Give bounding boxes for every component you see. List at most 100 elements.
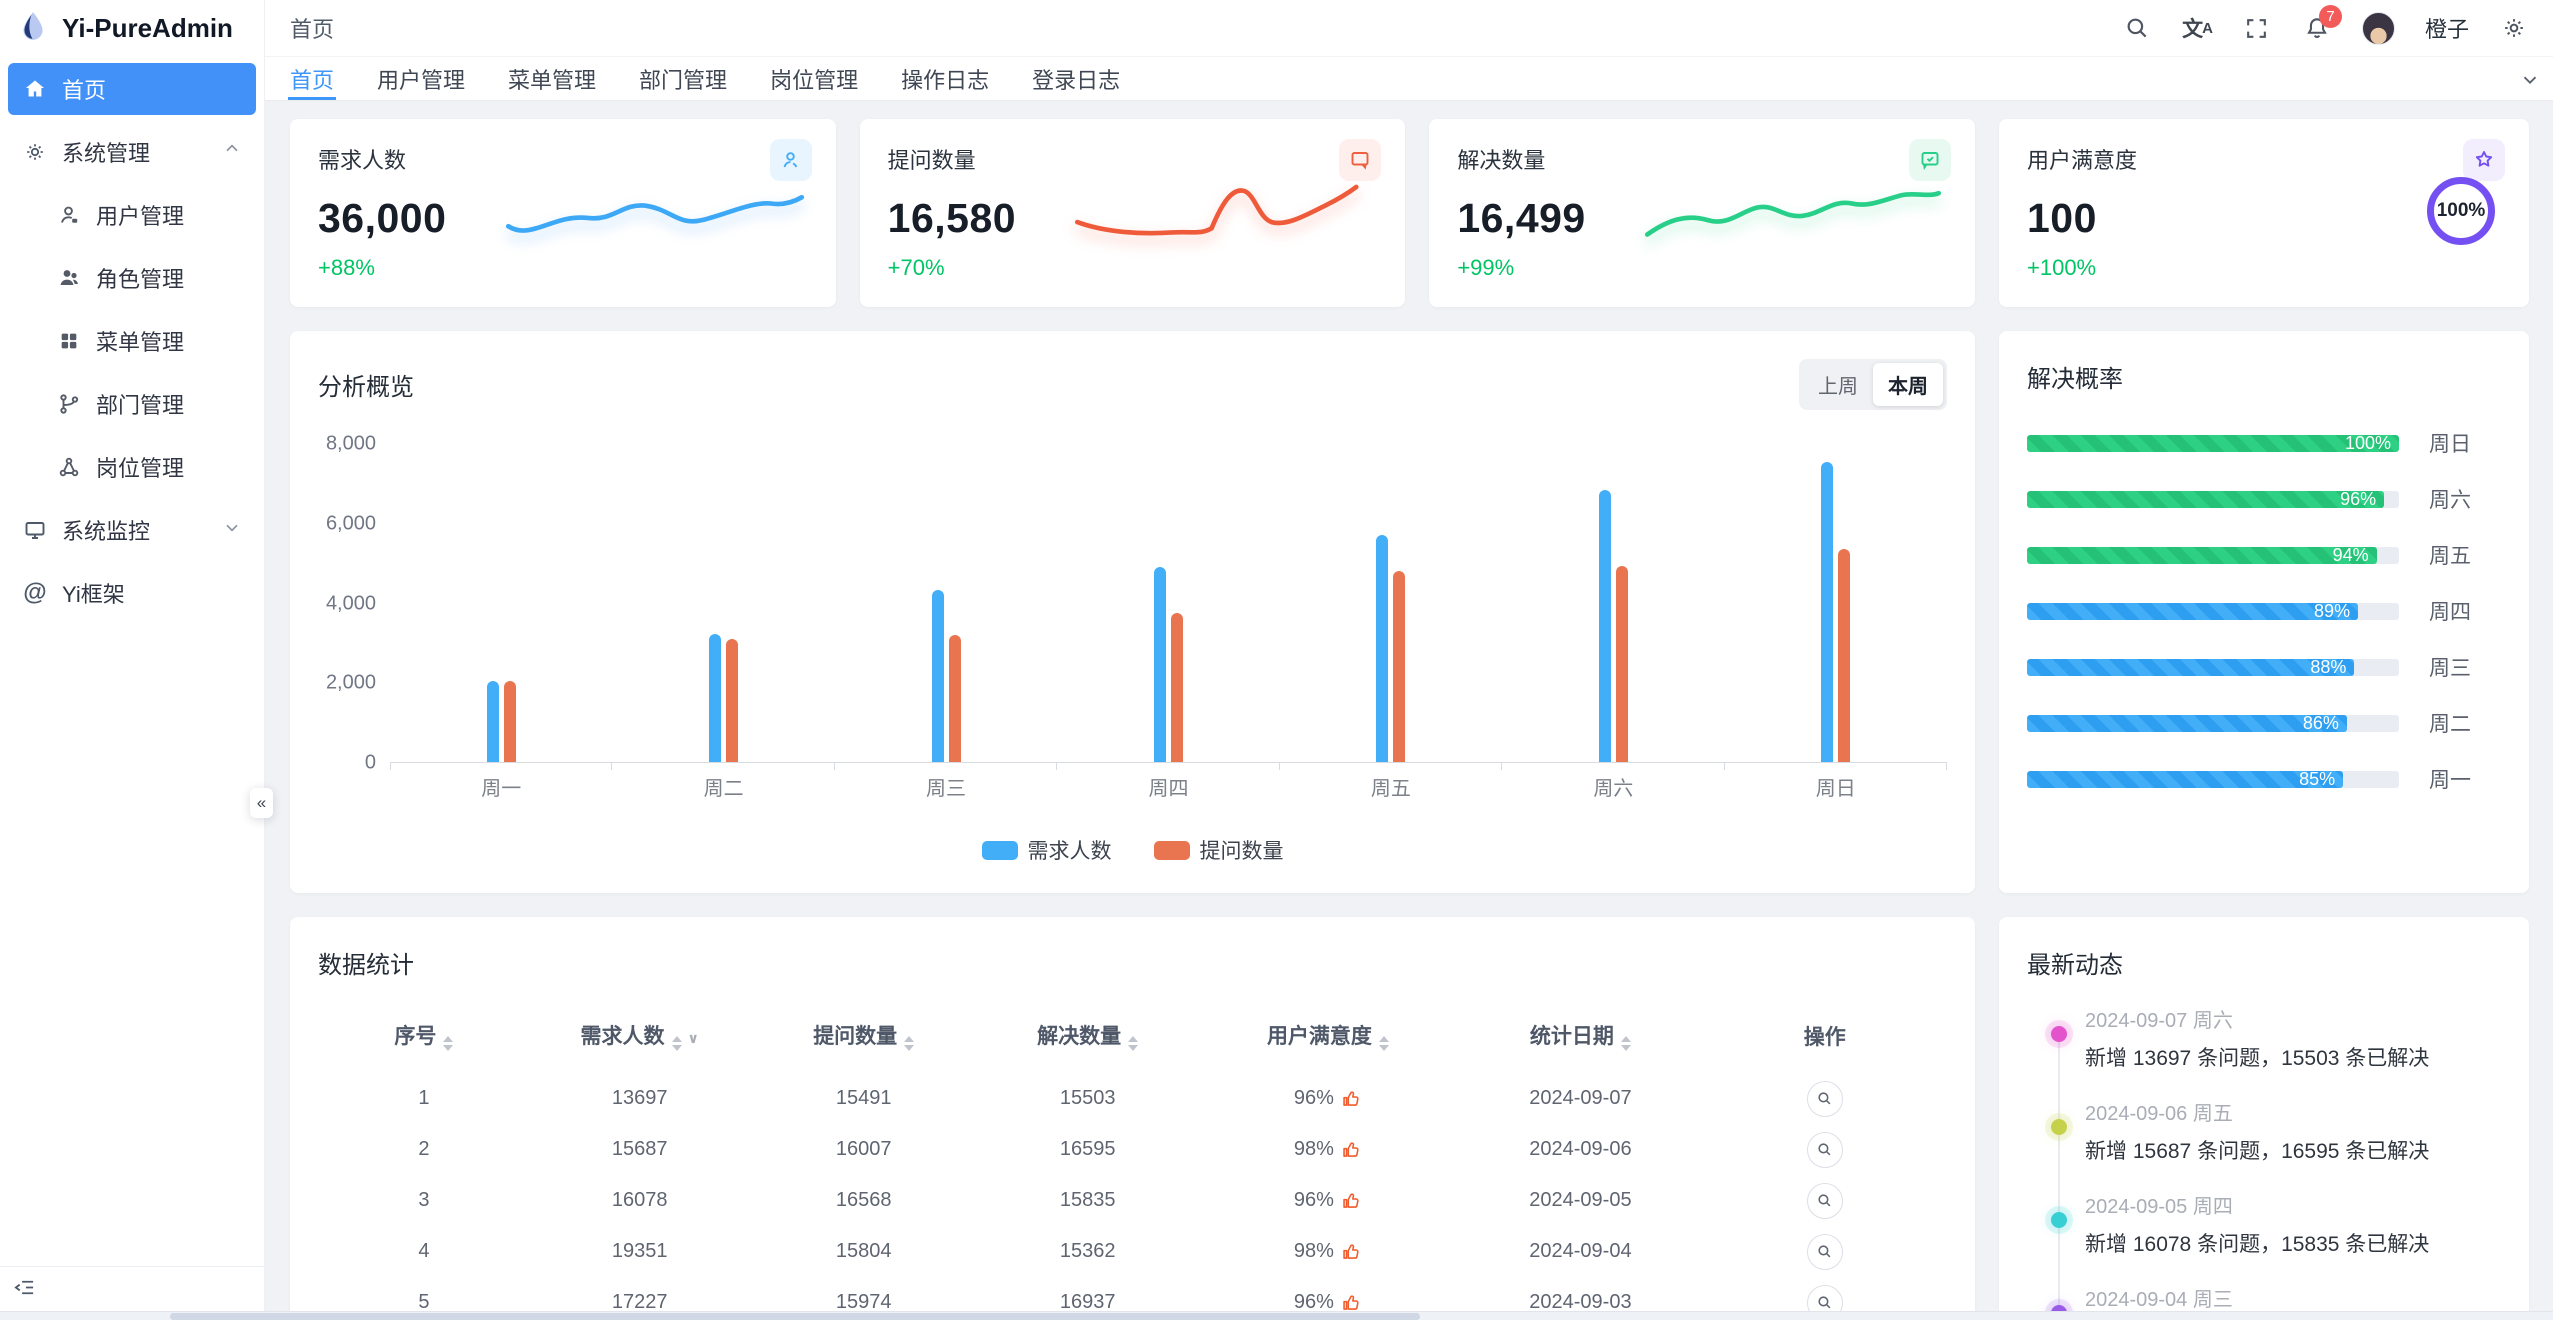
sidebar-item-system-monitor[interactable]: 系统监控 (8, 504, 256, 556)
tab-post-admin[interactable]: 岗位管理 (770, 67, 859, 93)
bar (1615, 566, 1628, 762)
row-search-button[interactable] (1806, 1131, 1843, 1168)
row-search-button[interactable] (1806, 1233, 1843, 1270)
bell-icon[interactable]: 7 (2302, 5, 2342, 43)
stat-value: 36,000 (318, 195, 447, 241)
sidebar-item-role-admin[interactable]: 角色管理 (8, 252, 256, 304)
progress-fill: 88% (2027, 658, 2355, 676)
timeline-dot (2051, 1212, 2067, 1228)
star-icon (2463, 139, 2505, 181)
stat-delta: +99% (1457, 255, 1515, 280)
sidebar-footer (0, 1266, 264, 1312)
logo[interactable]: Yi-PureAdmin (0, 0, 264, 57)
sidebar-collapse-button[interactable]: « (250, 788, 273, 818)
chart-legend: 需求人数 提问数量 (318, 835, 1947, 865)
progress-fill: 94% (2027, 546, 2377, 564)
week-toggle: 上周 本周 (1799, 359, 1947, 410)
magnifier-icon (1818, 1092, 1831, 1105)
col-solved[interactable]: 解决数量 (978, 1004, 1198, 1073)
bar (726, 639, 739, 762)
tab-home[interactable]: 首页 (287, 57, 337, 100)
legend-demand[interactable]: 需求人数 (981, 835, 1112, 865)
sort-icon[interactable] (1128, 1036, 1139, 1051)
horizontal-scrollbar[interactable] (0, 1311, 2553, 1320)
bar (709, 634, 722, 762)
search-icon[interactable] (2122, 13, 2152, 43)
col-satisfaction[interactable]: 用户满意度 (1198, 1004, 1459, 1073)
progress-fill: 96% (2027, 490, 2385, 508)
tabbar: 首页 用户管理 菜单管理 部门管理 岗位管理 操作日志 登录日志 (265, 57, 2553, 101)
legend-swatch-orange (1153, 840, 1190, 860)
settings-gear-icon[interactable] (2499, 13, 2529, 43)
tab-login-log[interactable]: 登录日志 (1032, 67, 1121, 93)
col-action: 操作 (1803, 1025, 1846, 1049)
fullscreen-icon[interactable] (2242, 13, 2272, 43)
thumbs-up-icon (1343, 1295, 1359, 1310)
solve-rate-card: 解决概率 100% 周日 96% 周六 94% 周五 89% (1999, 331, 2529, 893)
col-index[interactable]: 序号 (318, 1004, 530, 1073)
y-axis: 8,000 6,000 4,000 2,000 0 (325, 432, 376, 774)
role-users-icon (56, 265, 82, 291)
col-questions[interactable]: 提问数量 (750, 1004, 978, 1073)
sidebar-item-post-admin[interactable]: 岗位管理 (8, 441, 256, 493)
sort-icon[interactable] (904, 1036, 915, 1051)
tab-menu-admin[interactable]: 菜单管理 (508, 67, 597, 93)
analysis-overview-card: 分析概览 上周 本周 8,000 6,000 4,000 2,000 0 (290, 331, 1975, 893)
table-title: 数据统计 (318, 952, 414, 979)
user-icon (56, 202, 82, 228)
filter-chevron-icon[interactable]: ∨ (687, 1030, 699, 1046)
this-week-button[interactable]: 本周 (1873, 363, 1943, 406)
last-week-button[interactable]: 上周 (1803, 363, 1873, 406)
menu-fold-icon[interactable] (13, 1276, 36, 1304)
col-demand[interactable]: 需求人数 ∨ (530, 1004, 750, 1073)
progress-row: 86% 周二 (2027, 708, 2501, 738)
row-search-button[interactable] (1806, 1080, 1843, 1117)
sidebar-item-user-admin[interactable]: 用户管理 (8, 189, 256, 241)
tab-dept-admin[interactable]: 部门管理 (639, 67, 728, 93)
scrollbar-thumb[interactable] (170, 1313, 1420, 1320)
magnifier-icon (1818, 1194, 1831, 1207)
monitor-icon (22, 517, 48, 543)
stat-delta: +88% (318, 255, 375, 280)
user-icon (769, 139, 812, 181)
col-date[interactable]: 统计日期 (1458, 1004, 1702, 1073)
sort-icon[interactable] (443, 1036, 454, 1051)
row-search-button[interactable] (1806, 1182, 1843, 1219)
sidebar-item-home[interactable]: 首页 (8, 63, 256, 115)
data-table: 序号 需求人数 ∨ 提问数量 解决数量 用户满意度 统计日期 操作 1 13697 1… (318, 1004, 1947, 1320)
stat-title: 解决数量 (1457, 148, 1546, 173)
sidebar-item-dept-admin[interactable]: 部门管理 (8, 378, 256, 430)
sparkline-blue (505, 194, 804, 233)
home-icon (22, 76, 48, 102)
bar (486, 680, 499, 762)
solve-rate-title: 解决概率 (2027, 366, 2123, 393)
stat-value: 16,580 (887, 195, 1017, 241)
sort-icon[interactable] (1620, 1036, 1631, 1051)
news-title: 最新动态 (2027, 952, 2123, 979)
avatar[interactable] (2361, 11, 2395, 45)
tab-menu-chevron-icon[interactable] (2519, 57, 2541, 100)
sort-icon[interactable] (1378, 1036, 1389, 1051)
progress-fill: 100% (2027, 434, 2399, 452)
bar (1393, 571, 1406, 762)
bar (1598, 490, 1611, 762)
tab-user-admin[interactable]: 用户管理 (377, 67, 466, 93)
content: 需求人数 36,000 +88% 提问数量 16,580 (265, 101, 2553, 1320)
legend-questions[interactable]: 提问数量 (1153, 835, 1284, 865)
sidebar-item-menu-admin[interactable]: 菜单管理 (8, 315, 256, 367)
sidebar-item-yi-framework[interactable]: @ Yi框架 (23, 579, 125, 607)
sort-icon[interactable] (671, 1036, 682, 1051)
news-item: 2024-09-07 周六 新增 13697 条问题，15503 条已解决 (2027, 1004, 2501, 1072)
progress-row: 89% 周四 (2027, 596, 2501, 626)
bar-group (390, 444, 613, 770)
gear-icon (22, 139, 48, 165)
magnifier-icon (1818, 1143, 1831, 1156)
stat-card-demand: 需求人数 36,000 +88% (290, 119, 836, 307)
app-title: Yi-PureAdmin (62, 13, 233, 43)
tab-op-log[interactable]: 操作日志 (901, 67, 990, 93)
sidebar-item-system-admin[interactable]: 系统管理 (8, 126, 256, 178)
menu-grid-icon (56, 328, 82, 354)
